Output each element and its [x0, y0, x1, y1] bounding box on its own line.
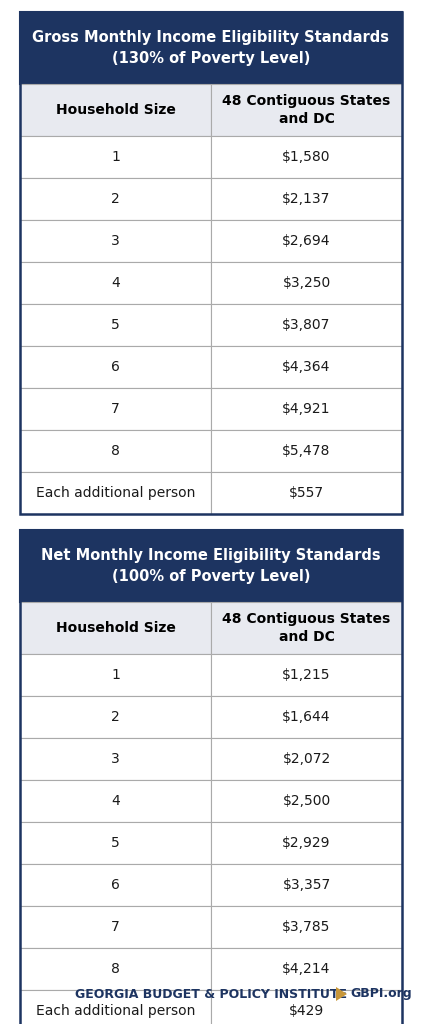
Bar: [20, 472, 211, 514]
Text: 6: 6: [111, 878, 120, 892]
Bar: [20, 864, 211, 906]
Bar: [20, 948, 211, 990]
Text: Each additional person: Each additional person: [36, 486, 195, 500]
Bar: [20, 822, 211, 864]
Bar: [20, 136, 211, 178]
Text: 2: 2: [111, 710, 120, 724]
Text: $429: $429: [289, 1004, 324, 1018]
Bar: [20, 530, 402, 602]
Bar: [211, 654, 402, 696]
Bar: [211, 780, 402, 822]
Bar: [211, 948, 402, 990]
Bar: [211, 906, 402, 948]
Polygon shape: [336, 987, 347, 1001]
Bar: [20, 220, 211, 262]
Bar: [211, 304, 402, 346]
Text: $1,580: $1,580: [282, 150, 331, 164]
Text: 48 Contiguous States
and DC: 48 Contiguous States and DC: [222, 94, 391, 126]
Bar: [211, 696, 402, 738]
Text: $4,921: $4,921: [282, 402, 331, 416]
Bar: [211, 388, 402, 430]
Text: 48 Contiguous States
and DC: 48 Contiguous States and DC: [222, 611, 391, 644]
Text: $3,785: $3,785: [282, 920, 331, 934]
Text: Each additional person: Each additional person: [36, 1004, 195, 1018]
Text: $1,215: $1,215: [282, 668, 331, 682]
Bar: [211, 178, 402, 220]
Text: $5,478: $5,478: [282, 444, 331, 458]
Bar: [211, 84, 402, 136]
Bar: [20, 738, 211, 780]
Text: 3: 3: [111, 752, 120, 766]
Text: GEORGIA BUDGET & POLICY INSTITUTE: GEORGIA BUDGET & POLICY INSTITUTE: [75, 987, 347, 1000]
Text: GBPI.org: GBPI.org: [350, 987, 411, 1000]
Bar: [20, 696, 211, 738]
Text: $2,500: $2,500: [282, 794, 330, 808]
Bar: [20, 530, 402, 1024]
Text: $1,644: $1,644: [282, 710, 331, 724]
Text: 5: 5: [111, 836, 120, 850]
Bar: [20, 990, 211, 1024]
Text: 6: 6: [111, 360, 120, 374]
Text: $3,357: $3,357: [282, 878, 330, 892]
Bar: [211, 136, 402, 178]
Text: 8: 8: [111, 962, 120, 976]
Bar: [20, 12, 402, 514]
Bar: [20, 430, 211, 472]
Bar: [211, 602, 402, 654]
Text: 4: 4: [111, 276, 120, 290]
Bar: [20, 178, 211, 220]
Bar: [20, 84, 211, 136]
Bar: [211, 262, 402, 304]
Text: $3,250: $3,250: [282, 276, 330, 290]
Bar: [20, 12, 402, 84]
Bar: [20, 262, 211, 304]
Text: $4,214: $4,214: [282, 962, 331, 976]
Text: $2,072: $2,072: [282, 752, 330, 766]
Text: Household Size: Household Size: [56, 621, 176, 635]
Text: $2,137: $2,137: [282, 193, 331, 206]
Bar: [20, 602, 211, 654]
Bar: [20, 780, 211, 822]
Text: Gross Monthly Income Eligibility Standards
(130% of Poverty Level): Gross Monthly Income Eligibility Standar…: [32, 30, 390, 66]
Bar: [211, 346, 402, 388]
Text: Household Size: Household Size: [56, 103, 176, 117]
Text: $557: $557: [289, 486, 324, 500]
Text: $4,364: $4,364: [282, 360, 331, 374]
Bar: [211, 430, 402, 472]
Bar: [20, 388, 211, 430]
Text: 2: 2: [111, 193, 120, 206]
Text: Net Monthly Income Eligibility Standards
(100% of Poverty Level): Net Monthly Income Eligibility Standards…: [41, 548, 381, 584]
Bar: [211, 472, 402, 514]
Text: 3: 3: [111, 234, 120, 248]
Text: 8: 8: [111, 444, 120, 458]
Bar: [211, 864, 402, 906]
Text: $2,694: $2,694: [282, 234, 331, 248]
Text: 1: 1: [111, 668, 120, 682]
Bar: [211, 822, 402, 864]
Bar: [211, 220, 402, 262]
Text: 7: 7: [111, 402, 120, 416]
Bar: [20, 304, 211, 346]
Text: $2,929: $2,929: [282, 836, 331, 850]
Text: 1: 1: [111, 150, 120, 164]
Text: 5: 5: [111, 318, 120, 332]
Bar: [20, 906, 211, 948]
Bar: [211, 990, 402, 1024]
Bar: [20, 654, 211, 696]
Text: $3,807: $3,807: [282, 318, 331, 332]
Bar: [211, 738, 402, 780]
Bar: [20, 346, 211, 388]
Text: 7: 7: [111, 920, 120, 934]
Text: 4: 4: [111, 794, 120, 808]
